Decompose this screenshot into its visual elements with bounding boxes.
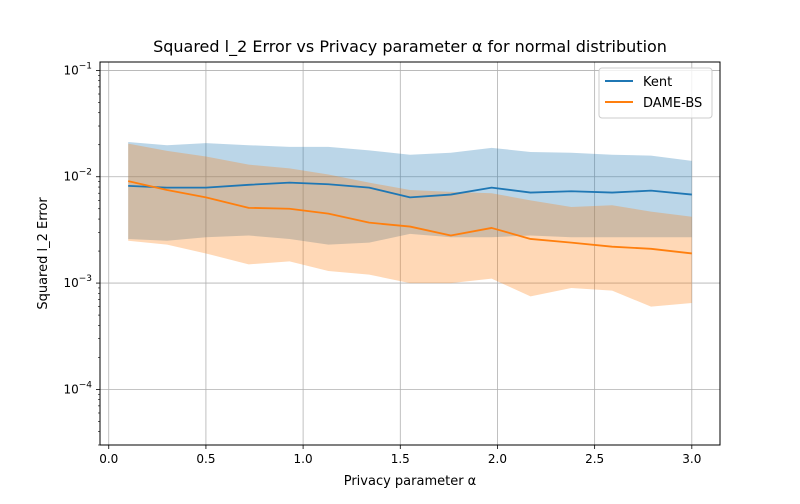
series-line-kent xyxy=(128,181,692,199)
error-bands xyxy=(128,142,692,307)
y-tick-label: 10−4 xyxy=(63,380,92,396)
chart-title: Squared l_2 Error vs Privacy parameter α… xyxy=(153,37,667,57)
legend-label-kent: Kent xyxy=(643,75,672,90)
x-tick-label: 2.5 xyxy=(585,452,604,466)
y-tick-label: 10−3 xyxy=(63,274,92,290)
y-tick-label: 10−1 xyxy=(63,61,92,77)
x-tick-label: 1.0 xyxy=(294,452,313,466)
x-tick-label: 0.5 xyxy=(196,452,215,466)
x-tick-label: 1.5 xyxy=(391,452,410,466)
series-lines xyxy=(127,180,692,255)
x-tick-label: 3.0 xyxy=(682,452,701,466)
error-band-kent xyxy=(128,142,692,245)
grid-lines xyxy=(100,62,720,445)
axis-ticks: 0.0 0.5 1.0 1.5 2.0 2.5 3.0 10−4 10−3 10−2 10−1 xyxy=(63,61,701,466)
legend: Kent DAME-BS xyxy=(598,67,713,119)
x-axis-label: Privacy parameter α xyxy=(344,474,477,489)
axes-frame xyxy=(99,61,721,446)
series-line-dame-bs xyxy=(127,180,692,255)
x-tick-label: 0.0 xyxy=(99,452,118,466)
y-axis-label: Squared l_2 Error xyxy=(36,197,51,310)
x-tick-label: 2.0 xyxy=(488,452,507,466)
y-tick-label: 10−2 xyxy=(63,168,92,184)
legend-label-dame-bs: DAME-BS xyxy=(643,96,702,111)
